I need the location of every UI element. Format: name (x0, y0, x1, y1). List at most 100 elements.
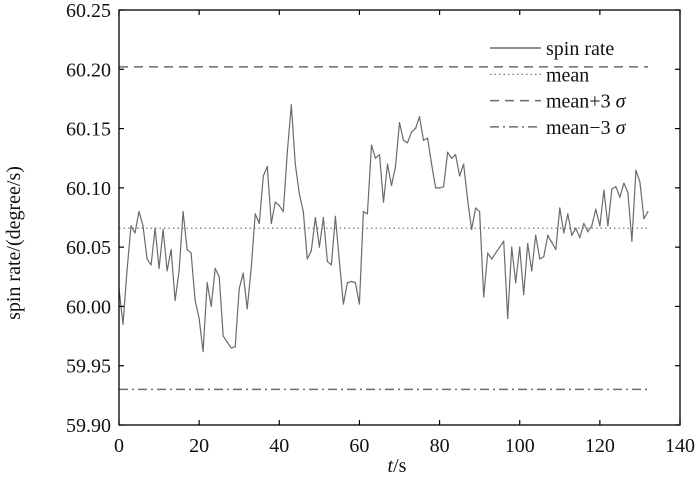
reference-lines (119, 66, 648, 391)
data-point (338, 260, 340, 262)
data-point (535, 234, 537, 236)
data-point (174, 299, 176, 302)
data-point (611, 188, 613, 190)
data-point (587, 231, 589, 233)
data-point (234, 346, 236, 348)
data-point (434, 187, 437, 189)
data-point (258, 222, 260, 225)
data-point (402, 139, 405, 142)
data-point (206, 282, 208, 284)
series-line-spin-rate (118, 104, 649, 353)
data-point (575, 227, 577, 229)
data-point (318, 246, 320, 248)
y-tick-label: 60.20 (66, 59, 111, 81)
data-point (398, 122, 401, 124)
data-point (262, 175, 264, 177)
data-point (326, 260, 328, 262)
data-point (515, 282, 517, 284)
data-point (130, 225, 132, 227)
data-point (142, 225, 144, 227)
y-tick-label: 59.90 (66, 415, 111, 437)
ticks: 0 20 40 60 80 100 120 140 59.90 59.95 60.00 60.05 60… (66, 0, 695, 457)
legend: spin rate mean mean+3 σ mean−3 σ (490, 38, 627, 139)
data-point (487, 252, 489, 254)
data-point (527, 242, 529, 245)
data-point (647, 210, 649, 213)
x-tick-label: 0 (114, 435, 124, 457)
data-point (571, 234, 573, 236)
data-point (471, 228, 473, 230)
data-point (519, 246, 521, 248)
data-point (410, 131, 413, 133)
data-point (178, 270, 180, 272)
data-point (166, 270, 168, 272)
data-point (503, 240, 505, 242)
data-point (294, 163, 296, 165)
data-point (438, 187, 441, 189)
data-point (230, 347, 232, 349)
data-point (414, 127, 417, 130)
plot-frame (118, 9, 681, 426)
data-point (467, 199, 469, 201)
data-point (182, 210, 184, 213)
data-point (346, 282, 349, 284)
data-point (358, 303, 361, 305)
data-point (631, 240, 633, 242)
data-point (450, 157, 453, 159)
data-point (459, 175, 461, 177)
data-point (539, 258, 541, 260)
data-point (430, 163, 433, 165)
data-point (543, 256, 545, 258)
legend-label: mean−3 σ (546, 117, 627, 139)
data-point (330, 264, 332, 266)
data-point (567, 213, 569, 215)
x-axis-label: t/s (388, 455, 407, 477)
data-point (426, 137, 429, 139)
y-tick-label: 59.95 (66, 356, 111, 378)
x-tick-label: 80 (430, 435, 450, 457)
data-point (290, 104, 292, 106)
data-point (186, 248, 188, 251)
data-point (194, 299, 196, 302)
data-point (491, 258, 493, 260)
data-point (302, 210, 304, 213)
legend-label: mean+3 σ (546, 91, 627, 113)
data-point (218, 276, 220, 278)
data-point (507, 317, 509, 319)
data-point (126, 270, 128, 272)
x-tick-label: 140 (665, 435, 695, 457)
data-point (334, 215, 336, 217)
data-point (603, 189, 605, 191)
data-point (210, 305, 212, 308)
data-point (619, 196, 621, 198)
data-point (382, 201, 385, 203)
data-point (599, 225, 601, 227)
data-point (310, 250, 312, 252)
data-point (475, 207, 477, 209)
series-layer (118, 104, 649, 353)
data-point (547, 234, 549, 236)
data-point (483, 296, 485, 298)
data-point (350, 280, 353, 283)
data-point (226, 341, 228, 343)
data-point (362, 210, 365, 213)
data-point (286, 151, 288, 153)
y-axis-label: spin rate/(degree/s) (3, 166, 25, 320)
data-point (170, 248, 172, 251)
data-point (162, 228, 164, 230)
data-point (378, 154, 381, 156)
data-point (122, 323, 124, 325)
data-point (214, 267, 216, 270)
data-point (366, 213, 369, 215)
data-point (190, 252, 192, 254)
data-point (154, 227, 156, 229)
x-axis-label-variable: t (388, 455, 394, 477)
x-tick-label: 60 (349, 435, 369, 457)
data-point (591, 225, 593, 227)
data-point (198, 317, 200, 319)
data-point (479, 210, 481, 213)
y-tick-label: 60.15 (66, 119, 111, 141)
data-point (266, 165, 268, 168)
data-point (374, 157, 377, 159)
